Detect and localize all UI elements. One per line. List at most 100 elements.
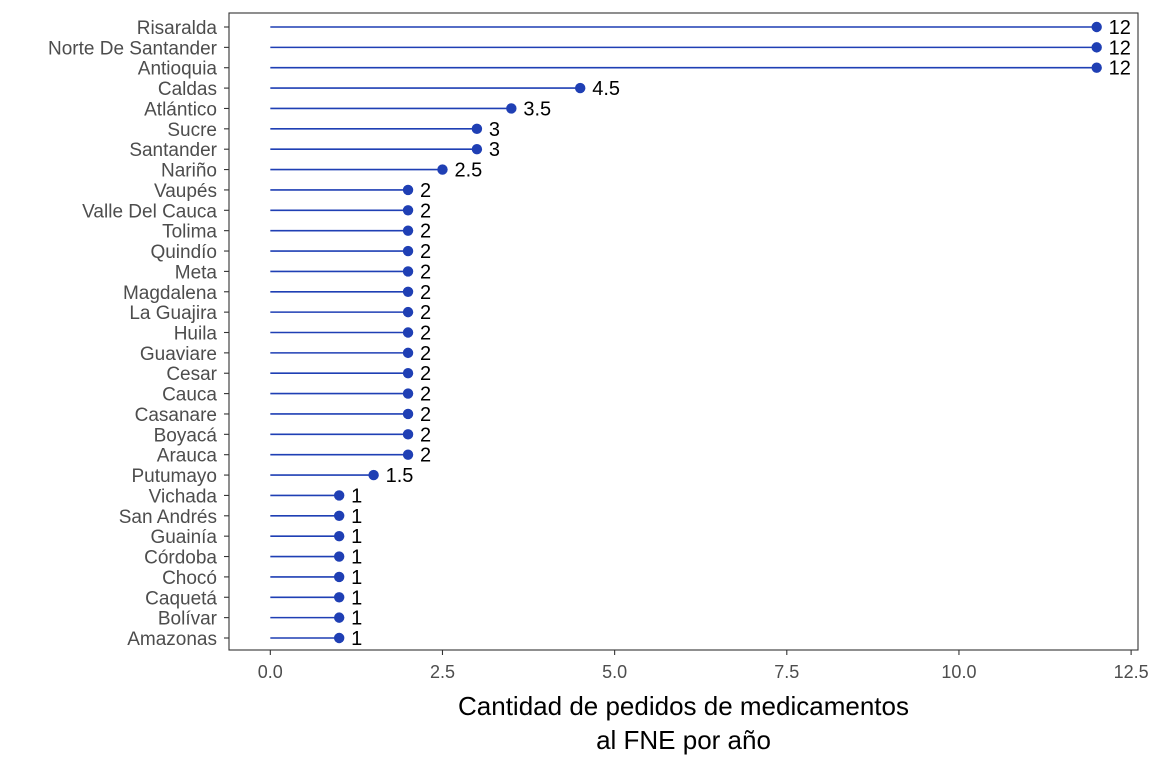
- value-label-2: 12: [1109, 58, 1131, 80]
- value-label-4: 3.5: [523, 98, 551, 120]
- value-label-11: 2: [420, 241, 431, 263]
- point-21: [402, 449, 414, 460]
- stems-layer: [270, 26, 1097, 639]
- category-label-28: Caquetá: [145, 588, 217, 609]
- category-ticks-layer: [224, 26, 229, 639]
- point-5: [471, 123, 483, 135]
- category-label-8: Vaupés: [154, 181, 217, 202]
- x-tick-label-1: 2.5: [430, 662, 455, 682]
- category-label-20: Boyacá: [154, 425, 218, 446]
- category-label-14: La Guajira: [129, 303, 217, 324]
- value-label-28: 1: [351, 587, 362, 609]
- value-label-25: 1: [351, 526, 362, 548]
- value-label-1: 12: [1109, 37, 1131, 59]
- point-18: [402, 388, 414, 399]
- value-label-3: 4.5: [592, 78, 620, 100]
- value-label-21: 2: [420, 445, 431, 467]
- category-label-13: Magdalena: [123, 283, 217, 304]
- category-label-23: Vichada: [149, 486, 218, 507]
- point-17: [402, 368, 414, 379]
- point-0: [1091, 21, 1102, 33]
- category-label-1: Norte De Santander: [48, 38, 218, 59]
- point-19: [402, 408, 414, 420]
- point-20: [402, 429, 414, 440]
- point-6: [471, 144, 483, 155]
- category-label-3: Caldas: [158, 79, 217, 100]
- value-label-19: 2: [420, 404, 431, 426]
- value-label-9: 2: [420, 200, 431, 222]
- value-label-12: 2: [420, 261, 431, 283]
- point-8: [402, 184, 414, 196]
- point-25: [333, 530, 345, 542]
- x-tick-label-4: 10.0: [941, 662, 976, 682]
- value-label-18: 2: [420, 384, 431, 406]
- category-label-16: Guaviare: [140, 344, 217, 365]
- x-axis-title-line-1: Cantidad de pedidos de medicamentos: [458, 691, 909, 721]
- x-ticks-layer: 0.0 2.5 5.0 7.5 10.0 12.5: [258, 650, 1149, 682]
- point-3: [575, 82, 586, 94]
- point-29: [333, 612, 345, 623]
- value-label-0: 12: [1109, 17, 1131, 39]
- category-label-21: Arauca: [157, 446, 218, 467]
- value-label-13: 2: [420, 282, 431, 304]
- x-tick-label-5: 12.5: [1114, 662, 1149, 682]
- value-label-8: 2: [420, 180, 431, 202]
- value-label-24: 1: [351, 506, 362, 528]
- category-label-27: Chocó: [162, 568, 217, 589]
- point-2: [1091, 62, 1102, 73]
- value-label-17: 2: [420, 363, 431, 385]
- point-26: [333, 551, 345, 562]
- category-label-4: Atlántico: [144, 99, 217, 120]
- value-label-29: 1: [351, 608, 362, 630]
- point-15: [402, 327, 414, 338]
- category-label-5: Sucre: [167, 120, 217, 141]
- x-tick-label-0: 0.0: [258, 662, 283, 682]
- point-30: [333, 632, 345, 644]
- value-label-16: 2: [420, 343, 431, 365]
- category-label-22: Putumayo: [131, 466, 217, 487]
- points-layer: [333, 21, 1102, 644]
- category-label-18: Cauca: [162, 385, 217, 406]
- category-label-29: Bolívar: [158, 609, 218, 630]
- value-label-6: 3: [489, 139, 500, 161]
- value-label-30: 1: [351, 628, 362, 650]
- point-22: [368, 469, 379, 481]
- category-label-25: Guainía: [150, 527, 217, 548]
- point-7: [437, 164, 448, 175]
- category-label-17: Cesar: [166, 364, 217, 385]
- point-27: [333, 571, 345, 583]
- value-label-27: 1: [351, 567, 362, 589]
- point-24: [333, 510, 345, 521]
- category-label-26: Córdoba: [144, 548, 217, 569]
- category-label-12: Meta: [175, 262, 218, 283]
- point-1: [1091, 42, 1102, 53]
- point-10: [402, 225, 414, 236]
- category-label-6: Santander: [129, 140, 217, 161]
- point-23: [333, 490, 345, 501]
- category-label-0: Risaralda: [137, 18, 218, 39]
- x-axis-title-line-2: al FNE por año: [596, 725, 771, 755]
- point-11: [402, 245, 414, 257]
- category-label-2: Antioquia: [138, 59, 218, 80]
- category-label-15: Huila: [174, 324, 218, 345]
- value-label-20: 2: [420, 424, 431, 446]
- value-label-15: 2: [420, 323, 431, 345]
- value-label-23: 1: [351, 485, 362, 507]
- value-label-14: 2: [420, 302, 431, 324]
- category-label-10: Tolima: [162, 222, 217, 243]
- category-label-30: Amazonas: [127, 629, 217, 650]
- category-label-9: Valle Del Cauca: [82, 201, 217, 222]
- x-tick-label-2: 5.0: [602, 662, 627, 682]
- value-label-26: 1: [351, 547, 362, 569]
- value-label-22: 1.5: [386, 465, 414, 487]
- value-label-7: 2.5: [454, 160, 482, 182]
- point-12: [402, 266, 414, 277]
- point-16: [402, 347, 414, 359]
- point-28: [333, 592, 345, 603]
- plot-panel-border: [228, 12, 1139, 651]
- value-labels-layer: 1212124.53.5332.5222222222222221.5111111…: [351, 17, 1131, 650]
- category-label-19: Casanare: [135, 405, 217, 426]
- point-4: [506, 103, 517, 114]
